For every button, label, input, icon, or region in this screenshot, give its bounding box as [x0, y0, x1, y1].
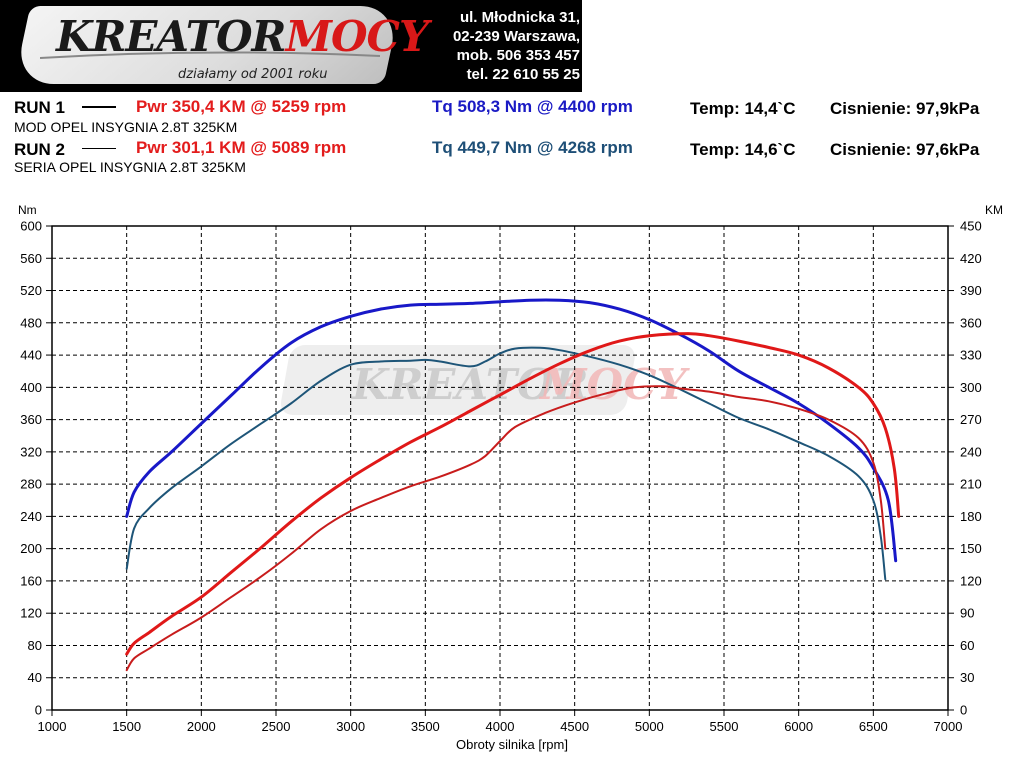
logo-brand: KREATORMOCY: [56, 12, 429, 61]
logo-brand-part1: KREATOR: [56, 12, 286, 61]
run1-power-curve: [125, 332, 901, 656]
y-left-tick-label: 560: [20, 251, 42, 266]
y-axis-left-unit: Nm: [18, 203, 37, 217]
y-right-tick-label: 210: [960, 477, 982, 492]
run1-pressure: Cisnienie: 97,9kPa: [830, 99, 980, 118]
y-right-tick-label: 450: [960, 219, 982, 234]
run1-temperature: Temp: 14,4`C: [690, 99, 796, 118]
run2-pressure: Cisnienie: 97,6kPa: [830, 140, 980, 159]
y-right-tick-label: 180: [960, 509, 982, 524]
y-right-tick-label: 240: [960, 444, 982, 459]
y-right-tick-label: 390: [960, 283, 982, 298]
svg-text:MOCY: MOCY: [538, 360, 691, 409]
x-tick-label: 5500: [710, 719, 739, 734]
y-axis-right-unit: KM: [985, 203, 1003, 217]
logo-swoosh: [40, 51, 380, 59]
y-right-tick-label: 60: [960, 638, 974, 653]
y-left-tick-label: 280: [20, 477, 42, 492]
y-left-tick-label: 440: [20, 348, 42, 363]
y-left-tick-label: 0: [35, 703, 42, 718]
y-left-tick-label: 40: [28, 670, 42, 685]
chart-series: [125, 298, 901, 672]
run2-temperature: Temp: 14,6`C: [690, 140, 796, 159]
y-right-tick-label: 420: [960, 251, 982, 266]
y-left-tick-label: 120: [20, 606, 42, 621]
x-tick-label: 2500: [262, 719, 291, 734]
x-tick-label: 3000: [336, 719, 365, 734]
run2-label: RUN 2: [14, 140, 66, 159]
y-left-tick-label: 240: [20, 509, 42, 524]
y-right-tick-label: 30: [960, 670, 974, 685]
y-left-tick-label: 480: [20, 315, 42, 330]
run1-torque-peak: Tq 508,3 Nm @ 4400 rpm: [432, 97, 633, 116]
x-tick-label: 4500: [560, 719, 589, 734]
run2-power-curve: [125, 385, 887, 672]
y-right-tick-label: 150: [960, 541, 982, 556]
x-tick-label: 6000: [784, 719, 813, 734]
run2-description: SERIA OPEL INSYGNIA 2.8T 325KM: [14, 159, 246, 175]
contact-address: ul. Młodnicka 31,: [459, 9, 580, 26]
y-left-tick-label: 160: [20, 573, 42, 588]
run2-line-sample: [82, 148, 116, 149]
y-right-tick-label: 330: [960, 348, 982, 363]
x-tick-label: 7000: [934, 719, 963, 734]
x-tick-label: 3500: [411, 719, 440, 734]
chart-grid: [52, 226, 948, 710]
y-right-tick-label: 90: [960, 606, 974, 621]
contact-phone: tel. 22 610 55 25: [466, 66, 580, 83]
run2-torque-peak: Tq 449,7 Nm @ 4268 rpm: [432, 138, 633, 157]
y-right-tick-label: 0: [960, 703, 967, 718]
y-left-tick-label: 360: [20, 412, 42, 427]
y-left-tick-label: 200: [20, 541, 42, 556]
x-axis-ticks: 1000 1500 2000 2500 3000 3500 4000 4500 5000 5500…: [38, 710, 963, 734]
y-right-tick-label: 360: [960, 315, 982, 330]
x-tick-label: 1000: [38, 719, 67, 734]
y-left-tick-label: 400: [20, 380, 42, 395]
y-right-tick-label: 300: [960, 380, 982, 395]
chart-background: [0, 192, 1024, 768]
run1-power-peak: Pwr 350,4 KM @ 5259 rpm: [136, 97, 347, 116]
logo-brand-part2: MOCY: [285, 12, 428, 61]
logo-banner: KREATORMOCY działamy od 2001 roku ul. Mł…: [0, 0, 582, 92]
x-axis-label: Obroty silnika [rpm]: [456, 737, 568, 752]
x-tick-label: 5000: [635, 719, 664, 734]
run1-label: RUN 1: [14, 98, 66, 117]
x-tick-label: 1500: [112, 719, 141, 734]
y-right-tick-label: 120: [960, 573, 982, 588]
run2-power-peak: Pwr 301,1 KM @ 5089 rpm: [136, 138, 347, 157]
logo-tagline: działamy od 2001 roku: [178, 67, 328, 82]
y-axis-right-ticks: 0 30 60 90 120 150 180 210 240 270 300 330 360 390 420…: [948, 219, 982, 718]
y-left-tick-label: 320: [20, 444, 42, 459]
x-tick-label: 6500: [859, 719, 888, 734]
x-tick-label: 4000: [486, 719, 515, 734]
contact-block: ul. Młodnicka 31, 02-239 Warszawa, mob. …: [404, 8, 580, 84]
x-tick-label: 2000: [187, 719, 216, 734]
y-left-tick-label: 80: [28, 638, 42, 653]
contact-mobile: mob. 506 353 457: [456, 47, 580, 64]
dyno-chart: KREATOR MOCY 1000 1500 2000 2500 3000 3500 400…: [0, 192, 1024, 768]
run2-torque-curve: [125, 346, 887, 581]
y-left-tick-label: 520: [20, 283, 42, 298]
run1-line-sample: [82, 106, 116, 108]
contact-city: 02-239 Warszawa,: [452, 28, 580, 45]
y-right-tick-label: 270: [960, 412, 982, 427]
run1-torque-curve: [125, 298, 898, 563]
y-left-tick-label: 600: [20, 219, 42, 234]
y-axis-left-ticks: 0 40 80 120 160 200 240 280 320 360 400 440 480 520 56…: [20, 219, 52, 718]
run1-description: MOD OPEL INSYGNIA 2.8T 325KM: [14, 119, 238, 135]
